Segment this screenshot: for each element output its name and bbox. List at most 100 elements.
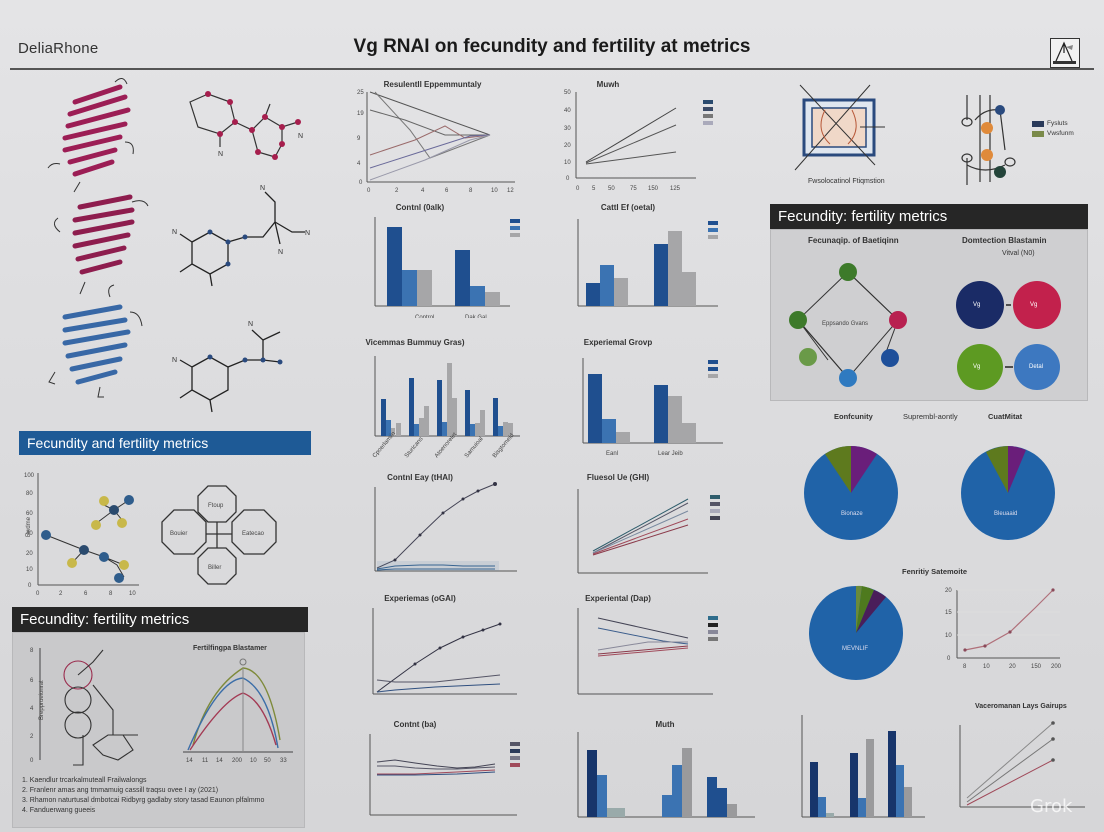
svg-text:Bouier: Bouier (170, 531, 187, 537)
octagon-pathway-diagram: Ftoup Bouier Eatecao Biller (161, 485, 277, 585)
pie-chart-3: MEVNLIF (809, 585, 903, 680)
svg-text:Eppsando Gvans: Eppsando Gvans (822, 321, 868, 327)
svg-text:125: 125 (670, 186, 681, 192)
reference-item: 3. Rhamon naturtusal dmbotcai Ridbyrg ga… (22, 797, 265, 804)
receptor-legend: Fysluts Vwsfunm (1032, 120, 1074, 140)
chart-experiental-line: Experiental (Dap) (548, 594, 758, 704)
vessel-title: Domtection Blastamin (962, 236, 1047, 245)
svg-text:10: 10 (564, 160, 571, 166)
chart-vicemmas-bars: Vicemmas Bummuy Gras) Cpoerlamiin Sturica… (365, 338, 520, 460)
svg-text:100: 100 (24, 473, 35, 479)
svg-text:Dak Gal: Dak Gal (465, 315, 487, 318)
svg-text:50: 50 (264, 758, 271, 764)
svg-text:11: 11 (202, 758, 209, 764)
references-list: 1. Kaendlur trcarkalmuteall Frailwalongs… (22, 776, 264, 816)
svg-text:Vg: Vg (973, 302, 980, 308)
svg-text:4: 4 (357, 161, 361, 167)
svg-text:2: 2 (30, 734, 34, 740)
svg-text:Control: Control (415, 315, 434, 318)
svg-text:6: 6 (445, 188, 449, 194)
svg-text:6: 6 (84, 591, 88, 597)
svg-text:19: 19 (357, 111, 364, 117)
svg-text:4: 4 (421, 188, 425, 194)
svg-text:20: 20 (564, 143, 571, 149)
svg-text:10: 10 (250, 758, 257, 764)
svg-text:N: N (172, 357, 177, 364)
fertility-title: Fenritiy Satemoite (902, 567, 968, 576)
svg-text:N: N (278, 249, 283, 256)
svg-text:0: 0 (947, 656, 951, 662)
watermark: Grok (1030, 796, 1073, 817)
svg-text:Bleuaaid: Bleuaaid (994, 511, 1017, 517)
vessel-subtitle: Vitval (N0) (1002, 250, 1035, 257)
svg-text:Lear Jeib: Lear Jeib (658, 451, 683, 457)
svg-text:14: 14 (216, 758, 223, 764)
fertility-line-chart: 20 15 10 0 8 10 20 150 200 (945, 588, 1062, 670)
svg-text:12: 12 (507, 188, 514, 194)
svg-text:20: 20 (945, 588, 952, 594)
svg-text:0: 0 (367, 188, 371, 194)
chart-cattl-bars: Cattl Ef (oetal) (548, 203, 758, 318)
svg-text:8: 8 (963, 664, 967, 670)
svg-text:Sturicans: Sturicans (404, 436, 425, 459)
svg-text:Ftoup: Ftoup (208, 503, 224, 509)
svg-text:10: 10 (945, 633, 952, 639)
svg-text:2: 2 (395, 188, 399, 194)
section-header-fecundity: Fecundity and fertility metrics (19, 431, 311, 455)
svg-text:4: 4 (30, 706, 34, 712)
fertility-panel-figures: 8 6 4 2 0 Brepprueionrat Fertilfingpa Blasta… (30, 645, 293, 766)
sequestration-diagram (794, 84, 885, 171)
svg-text:Brepprueionrat: Brepprueionrat (39, 680, 45, 720)
svg-text:N: N (248, 321, 253, 328)
svg-text:Eatecao: Eatecao (242, 531, 265, 537)
svg-text:50: 50 (608, 186, 615, 192)
institution-logo-icon (1050, 38, 1080, 68)
chart-muwh: Muwh 50 40 30 20 10 0 0 5 50 75 150 125 (548, 80, 723, 195)
reference-item: 2. Franlenr amas ang tmmamuig cassill tr… (22, 787, 219, 794)
pie-title: Eonfcunity (834, 412, 873, 421)
svg-text:8: 8 (109, 591, 113, 597)
svg-text:2: 2 (59, 591, 63, 597)
svg-text:80: 80 (26, 491, 33, 497)
svg-text:14: 14 (186, 758, 193, 764)
header-divider (10, 68, 1094, 70)
svg-text:150: 150 (648, 186, 659, 192)
chart-experiemal-group: Experiemal Grovp Eanl Lear Jeib (548, 338, 758, 468)
vessel-diagram: Vg Vg Vg Detal (956, 281, 1061, 390)
svg-text:N: N (172, 229, 177, 236)
svg-text:Bionaze: Bionaze (841, 511, 863, 517)
svg-text:50: 50 (564, 90, 571, 96)
chart-resulentll: Resulentll Eppemmuntaly 25 19 9 4 0 0 2 4 6 8 10 1… (357, 80, 515, 194)
svg-text:Bisgtomeld: Bisgtomeld (492, 433, 516, 460)
svg-text:8: 8 (469, 188, 473, 194)
section-header-fecundity-fertility: Fecundity: fertility metrics (12, 607, 308, 632)
reference-item: 4. Fanduerwang gueeis (22, 807, 96, 814)
pie-chart-1: Bionaze (804, 446, 898, 540)
svg-text:Ewdme: Ewdme (26, 516, 32, 537)
svg-text:0: 0 (359, 180, 363, 186)
svg-text:Vg: Vg (973, 364, 980, 370)
svg-text:0: 0 (36, 591, 40, 597)
cycle-diagram: Eppsando Gvans (789, 263, 907, 387)
chart-muth-bars: Muth (570, 720, 760, 830)
svg-text:10: 10 (129, 591, 136, 597)
section-header-right: Fecundity: fertility metrics (770, 204, 1088, 229)
poster-title: Vg RNAI on fecundity and fertility at me… (353, 36, 751, 57)
chart-fluesol-line: Fluesol Ue (GHI) (548, 473, 758, 588)
pie-chart-2: Bleuaaid (961, 446, 1055, 540)
svg-text:Samuioal: Samuioal (464, 436, 485, 459)
protein-molecule-figures: N N N N N N N N (47, 78, 310, 413)
protein-ribbon-icon (72, 194, 135, 275)
chart-contnt-line: Contnt (ba) (345, 720, 545, 830)
cycle-title: Fecunaqip. of Baetiqinn (808, 236, 899, 245)
protein-ribbon-icon (62, 84, 131, 177)
svg-text:Fertilfingpa Blastamer: Fertilfingpa Blastamer (193, 645, 267, 652)
svg-text:60: 60 (26, 511, 33, 517)
svg-text:20: 20 (1009, 664, 1016, 670)
svg-text:Vg: Vg (1030, 302, 1037, 308)
svg-text:25: 25 (357, 90, 364, 96)
svg-text:0: 0 (566, 176, 570, 182)
svg-text:40: 40 (26, 531, 33, 537)
